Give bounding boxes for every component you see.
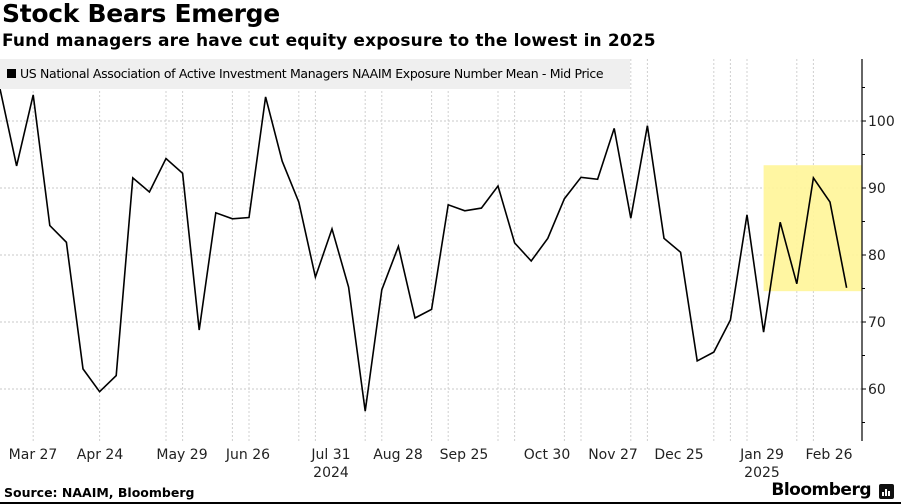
chart-title: Stock Bears Emerge xyxy=(2,0,280,28)
x-tick-label: Jul 31 xyxy=(310,447,350,463)
x-tick-label: Apr 24 xyxy=(77,447,124,463)
bottom-rule xyxy=(0,502,901,504)
y-tick-label: 70 xyxy=(868,315,886,331)
source-note: Source: NAAIM, Bloomberg xyxy=(4,485,195,500)
x-year-label: 2024 xyxy=(313,465,349,481)
x-tick-label: Sep 25 xyxy=(440,447,489,463)
brand-logo: Bloomberg xyxy=(771,480,871,500)
chart-subtitle: Fund managers are have cut equity exposu… xyxy=(2,31,656,51)
y-tick-label: 90 xyxy=(868,181,886,197)
y-tick-label: 80 xyxy=(868,248,886,264)
x-tick-label: Jan 29 xyxy=(739,447,784,463)
legend-label: US National Association of Active Invest… xyxy=(20,66,604,81)
x-tick-label: Dec 25 xyxy=(654,447,703,463)
x-axis: Mar 27 Apr 24 May 29 Jun 26 Jul 31 Aug 28 Sep … xyxy=(9,447,853,481)
y-tick-label: 100 xyxy=(868,114,895,130)
gridlines xyxy=(0,59,862,441)
x-tick-label: May 29 xyxy=(156,447,207,463)
x-tick-label: Aug 28 xyxy=(373,447,423,463)
y-tick-label: 60 xyxy=(868,382,886,398)
y-axis: 60 70 80 90 100 xyxy=(861,59,895,441)
x-tick-label: Jun 26 xyxy=(225,447,270,463)
legend: US National Association of Active Invest… xyxy=(0,59,630,89)
x-tick-label: Oct 30 xyxy=(524,447,570,463)
x-tick-label: Feb 26 xyxy=(805,447,852,463)
x-tick-label: Mar 27 xyxy=(9,447,58,463)
series-line xyxy=(0,88,848,412)
series-group xyxy=(0,88,848,412)
bloomberg-terminal-icon xyxy=(879,484,894,499)
x-year-label: 2025 xyxy=(744,465,780,481)
legend-swatch-icon xyxy=(7,69,16,78)
x-tick-label: Nov 27 xyxy=(588,447,638,463)
